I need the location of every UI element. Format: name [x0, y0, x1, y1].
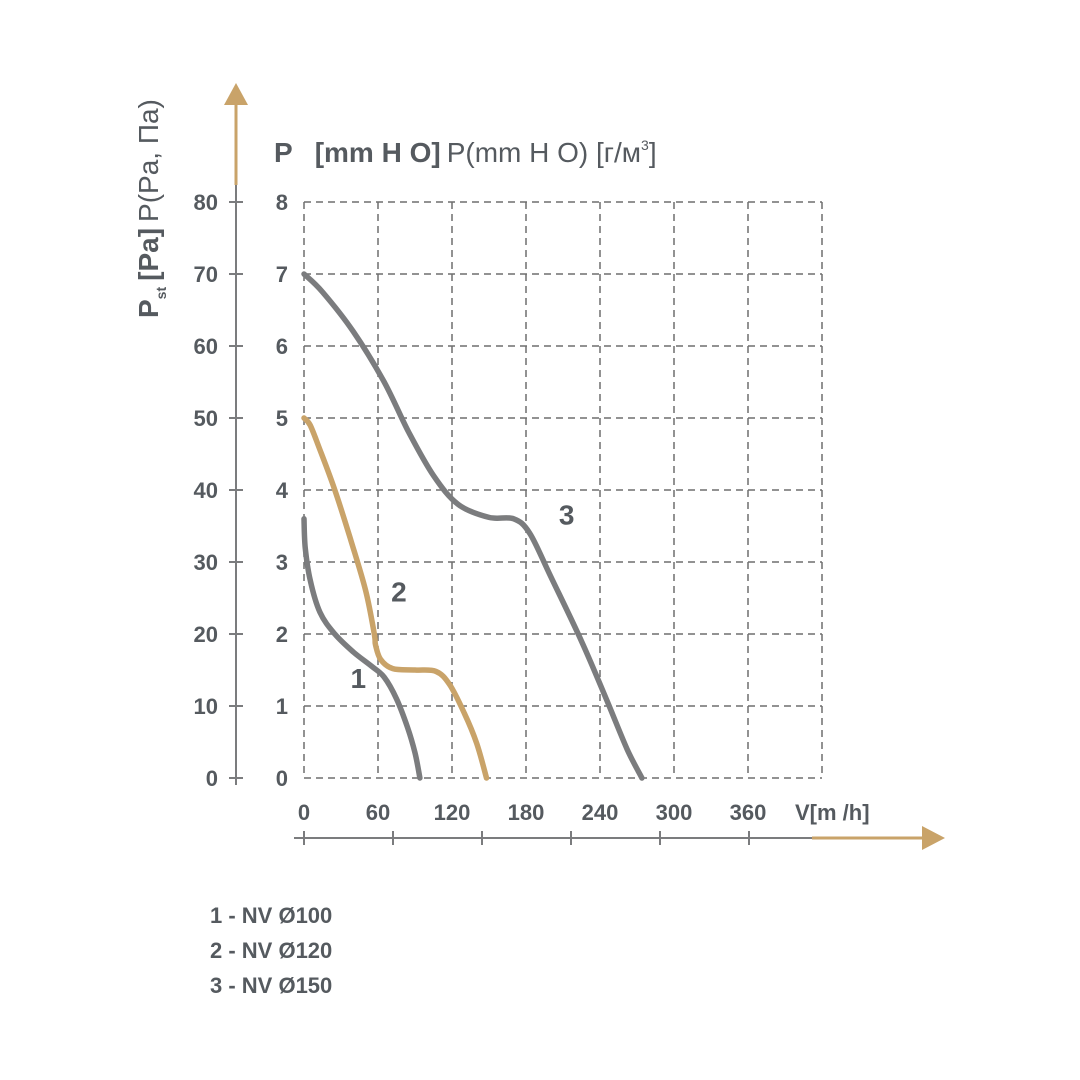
- y-tick-label-mm: 0: [276, 766, 288, 791]
- curves: [301, 271, 645, 781]
- y-axis-title-pa: Pst[Pa]P(Pa, Па): [133, 99, 169, 318]
- y-tick-label-mm: 8: [276, 190, 288, 215]
- y-tick-label-mm: 5: [276, 406, 288, 431]
- y-tick-label-pa: 30: [194, 550, 218, 575]
- y-axis-arrow-head: [224, 83, 248, 105]
- y-tick-label-mm: 2: [276, 622, 288, 647]
- curve-1: [301, 516, 423, 781]
- x-tick-label: 300: [656, 800, 693, 825]
- curve-2: [301, 415, 490, 781]
- curve-label-1: 1: [350, 663, 366, 694]
- x-tick-label: 60: [366, 800, 390, 825]
- y-tick-label-pa: 80: [194, 190, 218, 215]
- x-tick-label: 120: [434, 800, 471, 825]
- x-axis-arrow-head: [922, 826, 945, 850]
- curve-label-3: 3: [559, 500, 575, 531]
- y-tick-label-mm: 1: [276, 694, 288, 719]
- x-tick-label: 240: [582, 800, 619, 825]
- legend-item-3: 3 - NV Ø150: [210, 973, 333, 998]
- y-tick-label-mm: 7: [276, 262, 288, 287]
- y-tick-label-pa: 0: [206, 766, 218, 791]
- y-tick-label-pa: 60: [194, 334, 218, 359]
- y-tick-label-pa: 10: [194, 694, 218, 719]
- y-tick-label-mm: 6: [276, 334, 288, 359]
- y-tick-label-pa: 50: [194, 406, 218, 431]
- grid: [303, 201, 823, 779]
- y-tick-label-mm: 4: [276, 478, 289, 503]
- x-tick-label: 0: [298, 800, 310, 825]
- curve-labels: 1 2 3: [350, 500, 574, 694]
- y-tick-label-mm: 3: [276, 550, 288, 575]
- y-tick-label-pa: 70: [194, 262, 218, 287]
- y-axis-title-mm: P [mm H O] P(mm H O) [г/м3]: [274, 137, 657, 168]
- x-axis-title: V[m /h]: [795, 800, 870, 825]
- x-tick-label: 180: [508, 800, 545, 825]
- axes: [224, 83, 945, 850]
- curve-label-2: 2: [391, 577, 407, 608]
- curve-3: [301, 271, 645, 781]
- y-tick-label-pa: 40: [194, 478, 218, 503]
- legend-item-1: 1 - NV Ø100: [210, 903, 333, 928]
- y-tick-label-pa: 20: [194, 622, 218, 647]
- x-tick-label: 360: [730, 800, 767, 825]
- legend-item-2: 2 - NV Ø120: [210, 938, 333, 963]
- legend: 1 - NV Ø100 2 - NV Ø120 3 - NV Ø150: [210, 898, 332, 1003]
